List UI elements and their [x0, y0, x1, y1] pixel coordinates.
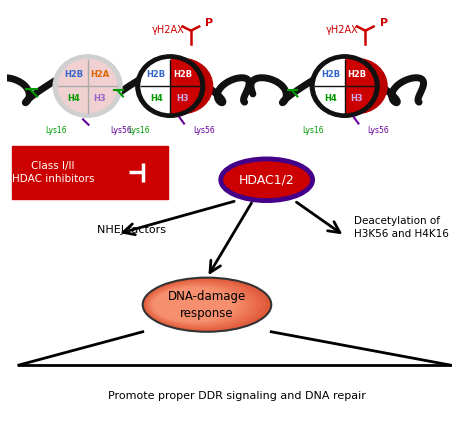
- Text: H2B: H2B: [347, 70, 366, 78]
- Ellipse shape: [148, 283, 251, 326]
- Wedge shape: [345, 60, 374, 113]
- Text: P: P: [205, 18, 213, 28]
- Ellipse shape: [150, 284, 246, 325]
- Ellipse shape: [152, 287, 236, 322]
- Circle shape: [327, 59, 387, 114]
- Text: HDAC1/2: HDAC1/2: [239, 173, 294, 186]
- FancyBboxPatch shape: [12, 146, 168, 198]
- Text: Class I/II
HDAC inhibitors: Class I/II HDAC inhibitors: [12, 161, 94, 184]
- Ellipse shape: [147, 282, 256, 328]
- Circle shape: [136, 55, 205, 117]
- Circle shape: [310, 55, 379, 117]
- Text: H4: H4: [67, 94, 80, 103]
- Wedge shape: [315, 60, 345, 113]
- Text: H2B: H2B: [173, 70, 192, 78]
- Text: Lys16: Lys16: [302, 127, 324, 135]
- Text: Lys16: Lys16: [45, 127, 67, 135]
- Text: H3: H3: [351, 94, 363, 103]
- Ellipse shape: [144, 279, 266, 330]
- Wedge shape: [170, 60, 200, 113]
- Text: DNA-damage
response: DNA-damage response: [168, 289, 246, 320]
- Circle shape: [152, 59, 213, 114]
- Ellipse shape: [143, 278, 271, 332]
- Text: Promote proper DDR signaling and DNA repair: Promote proper DDR signaling and DNA rep…: [108, 391, 366, 401]
- Text: H3: H3: [176, 94, 189, 103]
- Text: Lys56: Lys56: [368, 127, 390, 135]
- Text: H3: H3: [93, 94, 106, 103]
- Text: γH2AX: γH2AX: [326, 25, 359, 35]
- Text: H2B: H2B: [146, 70, 166, 78]
- Text: γH2AX: γH2AX: [152, 25, 184, 35]
- Text: H4: H4: [324, 94, 337, 103]
- Text: Lys56: Lys56: [110, 127, 132, 135]
- Text: H4: H4: [150, 94, 163, 103]
- Text: Lys16: Lys16: [128, 127, 149, 135]
- Circle shape: [58, 60, 117, 113]
- Text: Lys56: Lys56: [193, 127, 215, 135]
- Ellipse shape: [146, 280, 261, 329]
- Circle shape: [53, 55, 122, 117]
- Text: Deacetylation of
H3K56 and H4K16: Deacetylation of H3K56 and H4K16: [354, 216, 449, 239]
- Text: P: P: [380, 18, 388, 28]
- Text: H2B: H2B: [321, 70, 340, 78]
- Wedge shape: [141, 60, 170, 113]
- Ellipse shape: [221, 159, 312, 200]
- Text: NHEJ factors: NHEJ factors: [97, 225, 166, 235]
- Text: H2A: H2A: [90, 70, 109, 78]
- Text: H2B: H2B: [64, 70, 83, 78]
- Ellipse shape: [151, 286, 241, 324]
